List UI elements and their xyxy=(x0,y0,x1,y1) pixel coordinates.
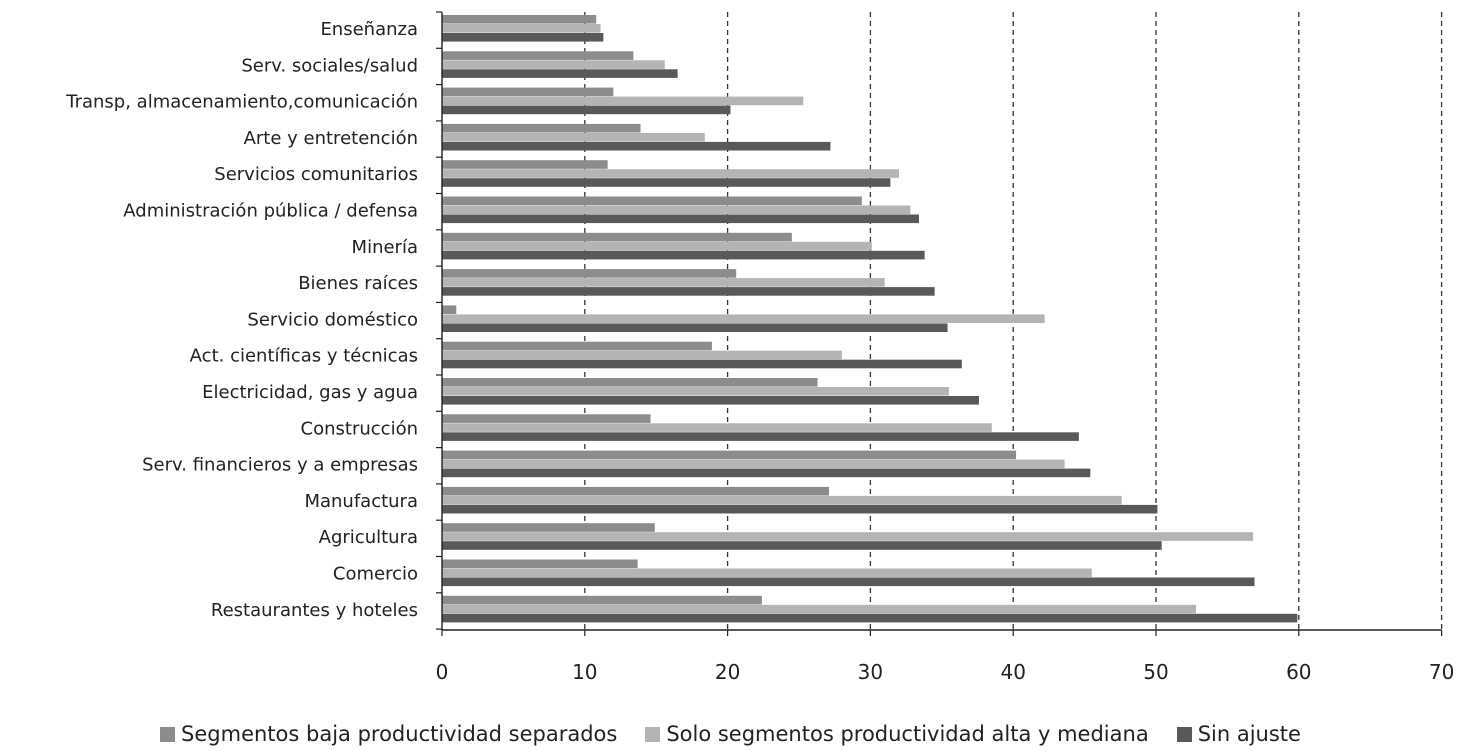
bar-2-15 xyxy=(442,532,1254,541)
bar-2-11 xyxy=(442,387,949,396)
x-tick-label: 30 xyxy=(858,660,883,684)
bar-1-17 xyxy=(442,595,762,605)
bar-3-6 xyxy=(442,214,919,224)
bar-2-16 xyxy=(442,568,1092,578)
bar-3-17 xyxy=(442,613,1298,623)
legend-swatch xyxy=(645,726,661,742)
bar-1-5 xyxy=(442,160,608,169)
x-tick-label: 10 xyxy=(572,660,597,684)
x-tick-label: 0 xyxy=(436,660,449,684)
legend-label: Segmentos baja productividad separados xyxy=(181,722,618,746)
bar-1-6 xyxy=(442,196,862,206)
category-label: Enseñanza xyxy=(320,19,418,40)
category-label: Transp, almacenamiento,comunicación xyxy=(65,92,418,113)
legend-item: Segmentos baja productividad separados xyxy=(160,722,617,746)
bar-3-11 xyxy=(442,396,979,405)
category-label: Construcción xyxy=(301,418,418,439)
legend-swatch xyxy=(1176,726,1192,742)
bar-3-9 xyxy=(442,323,948,332)
bar-3-7 xyxy=(442,250,925,260)
x-tick-label: 60 xyxy=(1286,660,1311,684)
category-label: Restaurantes y hoteles xyxy=(211,600,418,621)
bar-3-4 xyxy=(442,141,831,151)
bar-2-13 xyxy=(442,459,1065,469)
bar-3-16 xyxy=(442,577,1255,587)
bar-1-9 xyxy=(442,305,457,314)
legend-label: Solo segmentos productividad alta y medi… xyxy=(666,722,1149,746)
bar-1-16 xyxy=(442,559,638,569)
bar-1-14 xyxy=(442,486,829,496)
legend: Segmentos baja productividad separados So… xyxy=(0,722,1461,746)
bar-1-2 xyxy=(442,51,634,60)
bar-2-12 xyxy=(442,423,992,432)
legend-label: Sin ajuste xyxy=(1197,722,1301,746)
bar-1-12 xyxy=(442,414,651,423)
bar-3-12 xyxy=(442,432,1079,441)
bar-3-15 xyxy=(442,541,1162,550)
bar-2-6 xyxy=(442,205,911,215)
bar-2-5 xyxy=(442,169,899,178)
bar-3-10 xyxy=(442,359,962,369)
bar-1-1 xyxy=(442,15,597,24)
bar-2-9 xyxy=(442,314,1045,323)
bar-2-7 xyxy=(442,241,872,251)
bar-2-8 xyxy=(442,278,885,287)
category-label: Manufactura xyxy=(304,491,418,512)
bar-1-13 xyxy=(442,450,1017,460)
bar-2-1 xyxy=(442,24,601,33)
bar-2-17 xyxy=(442,604,1196,614)
category-label: Agricultura xyxy=(319,527,418,548)
bar-1-15 xyxy=(442,523,655,532)
x-tick-label: 70 xyxy=(1429,660,1454,684)
bar-1-7 xyxy=(442,232,792,242)
bar-2-10 xyxy=(442,350,842,360)
bar-3-13 xyxy=(442,468,1091,478)
bar-3-3 xyxy=(442,105,731,115)
bar-3-14 xyxy=(442,504,1158,514)
legend-item: Sin ajuste xyxy=(1176,722,1301,746)
bar-1-11 xyxy=(442,378,818,387)
x-tick-label: 20 xyxy=(715,660,740,684)
category-label: Serv. sociales/salud xyxy=(241,55,418,76)
bar-2-4 xyxy=(442,132,705,142)
bar-1-8 xyxy=(442,269,737,278)
category-label: Administración pública / defensa xyxy=(123,201,418,222)
category-label: Act. científicas y técnicas xyxy=(190,346,418,367)
category-label: Bienes raíces xyxy=(298,273,418,294)
bar-2-3 xyxy=(442,96,804,106)
category-label: Electricidad, gas y agua xyxy=(202,382,418,403)
category-label: Minería xyxy=(352,237,418,258)
bar-3-8 xyxy=(442,287,935,296)
bar-2-2 xyxy=(442,60,665,69)
bar-chart: Enseñanza Serv. sociales/salud Transp, alm… xyxy=(65,11,1454,684)
bar-3-2 xyxy=(442,69,678,78)
category-label: Comercio xyxy=(333,564,418,585)
category-label: Servicios comunitarios xyxy=(214,164,418,185)
x-tick-label: 40 xyxy=(1000,660,1025,684)
bar-3-1 xyxy=(442,33,604,42)
bar-1-3 xyxy=(442,87,614,97)
bar-2-14 xyxy=(442,495,1122,505)
bar-1-10 xyxy=(442,341,712,351)
category-label: Serv. financieros y a empresas xyxy=(142,455,418,476)
category-label: Arte y entretención xyxy=(244,128,418,149)
bar-3-5 xyxy=(442,178,891,187)
legend-swatch xyxy=(160,726,176,742)
x-tick-label: 50 xyxy=(1143,660,1168,684)
category-label: Servicio doméstico xyxy=(247,309,418,330)
bar-1-4 xyxy=(442,123,641,133)
legend-item: Solo segmentos productividad alta y medi… xyxy=(645,722,1149,746)
